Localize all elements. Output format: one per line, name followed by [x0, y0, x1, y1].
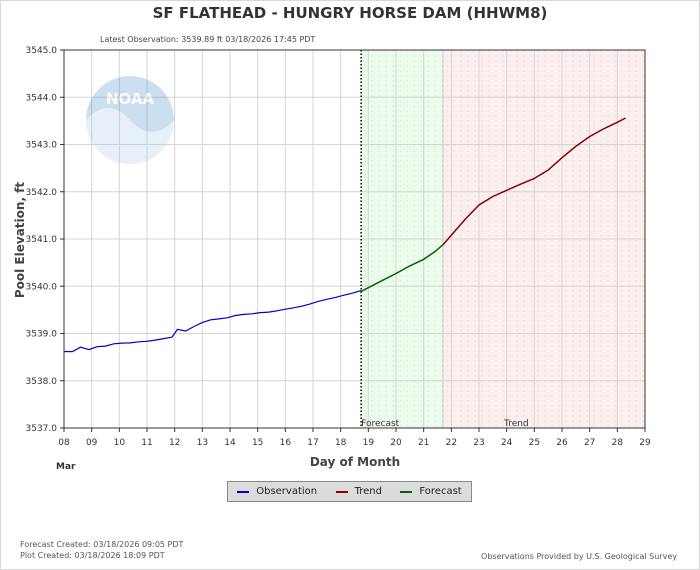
noaa-logo: NOAA [86, 76, 174, 164]
zone-forecast-hatch [364, 50, 443, 428]
tick-layer: 3537.0 3538.0 3539.0 3540.0 3541.0 3542.0 3543… [26, 46, 651, 448]
y-tick-label: 3543.0 [26, 141, 58, 151]
x-tick-label: 19 [363, 438, 375, 448]
x-tick-label: 23 [473, 438, 484, 448]
legend-swatch-observation [237, 490, 250, 493]
x-tick-label: 24 [501, 438, 513, 448]
legend-item-observation: Observation [237, 486, 317, 497]
legend-swatch-forecast [400, 490, 413, 493]
zone-label-forecast: Forecast [361, 419, 400, 429]
y-tick-label: 3540.0 [26, 282, 58, 292]
zone-trend-hatch [446, 50, 644, 428]
y-tick-label: 3539.0 [26, 330, 58, 340]
x-tick-label: 27 [584, 438, 595, 448]
legend-item-trend: Trend [335, 486, 382, 497]
forecast-created: Forecast Created: 03/18/2026 09:05 PDT [20, 540, 184, 549]
series-layer [63, 50, 626, 428]
series-line-observation [63, 290, 362, 353]
x-tick-label: 21 [418, 438, 429, 448]
x-tick-label: 09 [86, 438, 98, 448]
zone-label-trend: Trend [503, 419, 529, 429]
zone-label-layer: Forecast Trend [361, 419, 529, 429]
y-tick-label: 3545.0 [26, 46, 58, 56]
x-tick-label: 15 [252, 438, 263, 448]
data-provider-note: Observations Provided by U.S. Geological… [481, 552, 677, 561]
y-tick-label: 3541.0 [26, 235, 58, 245]
x-tick-label: 28 [612, 438, 624, 448]
legend-label-observation: Observation [256, 486, 318, 497]
y-tick-label: 3537.0 [26, 424, 58, 434]
y-tick-label: 3544.0 [26, 93, 58, 103]
x-tick-label: 14 [224, 438, 236, 448]
x-tick-label: 26 [556, 438, 568, 448]
x-tick-label: 29 [639, 438, 651, 448]
x-tick-label: 10 [114, 438, 126, 448]
x-tick-label: 11 [141, 438, 152, 448]
x-tick-label: 25 [529, 438, 540, 448]
month-label: Mar [56, 462, 76, 472]
legend-label-forecast: Forecast [419, 486, 462, 497]
y-axis-label: Pool Elevation, ft [13, 181, 27, 299]
x-tick-label: 13 [197, 438, 208, 448]
x-tick-label: 08 [58, 438, 70, 448]
x-tick-label: 12 [169, 438, 180, 448]
x-tick-label: 20 [390, 438, 402, 448]
series-line-trend [442, 117, 626, 246]
plot-created: Plot Created: 03/18/2026 18:09 PDT [20, 551, 165, 560]
legend-item-forecast: Forecast [400, 486, 462, 497]
x-tick-label: 18 [335, 438, 347, 448]
chart-title: SF FLATHEAD - HUNGRY HORSE DAM (HHWM8) [152, 4, 548, 22]
latest-observation: Latest Observation: 3539.89 ft 03/18/202… [100, 35, 316, 44]
y-tick-label: 3538.0 [26, 377, 58, 387]
legend-label-trend: Trend [354, 486, 382, 497]
series-line-forecast [360, 244, 444, 293]
x-tick-label: 22 [446, 438, 457, 448]
legend: Observation Trend Forecast [227, 481, 472, 502]
logo-text: NOAA [106, 90, 155, 108]
y-tick-label: 3542.0 [26, 188, 58, 198]
x-axis-label: Day of Month [309, 455, 401, 469]
plot-border [63, 49, 646, 429]
legend-swatch-trend [335, 490, 348, 493]
x-tick-label: 16 [280, 438, 292, 448]
x-tick-label: 17 [307, 438, 318, 448]
